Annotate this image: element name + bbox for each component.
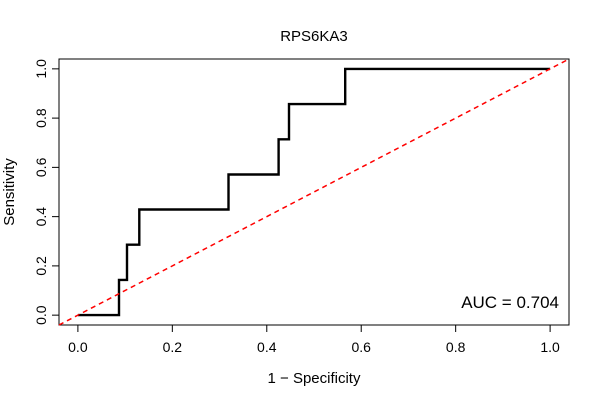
y-tick-label: 0.4 bbox=[33, 207, 49, 227]
x-tick-label: 0.0 bbox=[68, 339, 88, 355]
chart-title: RPS6KA3 bbox=[280, 28, 348, 45]
x-tick-label: 1.0 bbox=[540, 339, 560, 355]
y-tick-label: 0.2 bbox=[33, 256, 49, 276]
x-axis-label: 1 − Specificity bbox=[268, 370, 361, 387]
roc-curve-line bbox=[77, 67, 551, 317]
x-tick-label: 0.6 bbox=[351, 339, 371, 355]
y-axis: 0.0 0.2 0.4 0.6 0.8 1.0 bbox=[33, 59, 60, 325]
x-tick-label: 0.2 bbox=[163, 339, 183, 355]
x-axis: 0.0 0.2 0.4 0.6 0.8 1.0 bbox=[68, 324, 560, 355]
reference-diagonal-line bbox=[58, 58, 570, 326]
y-axis-label: Sensitivity bbox=[1, 158, 18, 226]
y-tick-label: 0.0 bbox=[33, 305, 49, 325]
y-tick-label: 0.6 bbox=[33, 157, 49, 177]
y-tick-label: 1.0 bbox=[33, 59, 49, 79]
y-tick-label: 0.8 bbox=[33, 108, 49, 128]
x-tick-label: 0.8 bbox=[446, 339, 466, 355]
auc-annotation: AUC = 0.704 bbox=[461, 293, 559, 312]
x-tick-label: 0.4 bbox=[257, 339, 277, 355]
series-layer bbox=[58, 58, 570, 326]
